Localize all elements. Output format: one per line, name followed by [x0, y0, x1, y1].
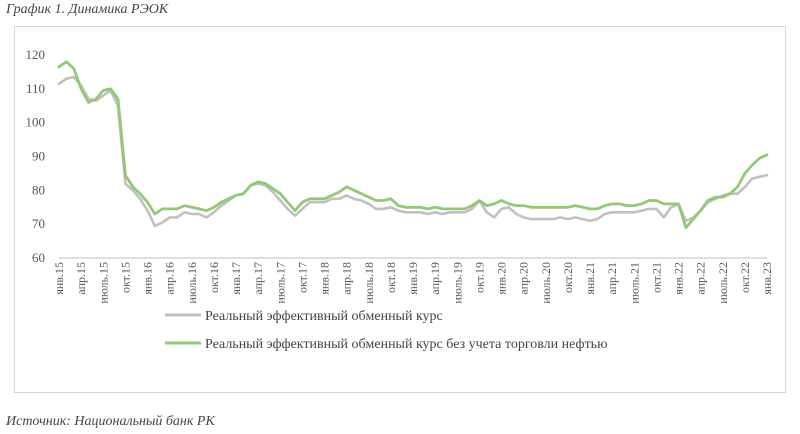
x-tick-label: янв.15: [52, 262, 66, 295]
x-tick-label: янв.18: [318, 262, 332, 295]
x-tick-label: окт.15: [118, 262, 132, 293]
y-tick-label: 120: [26, 47, 46, 62]
chart-caption: График 1. Динамика РЭОК: [6, 2, 169, 17]
line-chart: 60 70 80 90 100 110 120 янв.15 апр.15 июль.15 окт…: [26, 47, 786, 352]
legend-label-2: Реальный эффективный обменный курс без у…: [205, 337, 608, 352]
x-tick-label: июль.20: [539, 262, 553, 304]
x-tick-label: апр.15: [74, 262, 88, 295]
x-tick-label: окт.20: [561, 262, 575, 293]
x-tick-label: янв.19: [406, 262, 420, 295]
y-tick-label: 110: [26, 81, 45, 96]
x-tick-label: апр.18: [340, 262, 354, 295]
x-tick-label: янв.20: [495, 262, 509, 295]
x-tick-label: июль.22: [716, 262, 730, 304]
y-tick-label: 70: [32, 216, 45, 231]
y-tick-label: 100: [26, 115, 46, 130]
x-tick-label: окт.18: [384, 262, 398, 293]
x-tick-label: янв.21: [583, 262, 597, 295]
source-caption: Источник: Национальный банк РК: [6, 414, 215, 429]
x-tick-label: янв.22: [672, 262, 686, 295]
x-tick-label: июль.18: [362, 262, 376, 304]
x-tick-label: апр.19: [428, 262, 442, 295]
x-tick-label: апр.16: [163, 262, 177, 295]
legend-label-1: Реальный эффективный обменный курс: [205, 309, 443, 324]
x-tick-label: окт.22: [738, 262, 752, 293]
chart-frame: 60 70 80 90 100 110 120 янв.15 апр.15 июль.15 окт…: [14, 26, 786, 393]
x-tick-label: янв.23: [760, 262, 774, 295]
x-tick-label: июль.16: [185, 262, 199, 304]
legend: Реальный эффективный обменный курс Реальн…: [165, 309, 608, 352]
x-tick-label: окт.17: [295, 262, 309, 293]
y-tick-label: 60: [32, 250, 45, 265]
x-tick-label: апр.23: [782, 262, 785, 295]
y-axis: 60 70 80 90 100 110 120: [26, 47, 46, 265]
x-tick-label: окт.16: [207, 262, 221, 293]
x-tick-label: июль.17: [273, 262, 287, 304]
x-axis: янв.15 апр.15 июль.15 окт.15 янв.16 апр.16 июл…: [52, 257, 785, 304]
x-tick-label: апр.22: [694, 262, 708, 295]
y-tick-label: 80: [32, 182, 45, 197]
series-lines: [57, 60, 769, 230]
x-tick-label: апр.21: [605, 262, 619, 295]
x-tick-label: июль.21: [627, 262, 641, 304]
series-line-2: [57, 60, 769, 230]
x-tick-label: июль.19: [450, 262, 464, 304]
series-line-1: [57, 75, 769, 228]
x-tick-label: окт.19: [472, 262, 486, 293]
x-tick-label: окт.21: [649, 262, 663, 293]
x-tick-label: июль.15: [96, 262, 110, 304]
x-tick-label: апр.20: [517, 262, 531, 295]
x-tick-label: янв.16: [141, 262, 155, 295]
y-tick-label: 90: [32, 149, 45, 164]
x-tick-label: янв.17: [229, 262, 243, 295]
x-tick-label: апр.17: [251, 262, 265, 295]
